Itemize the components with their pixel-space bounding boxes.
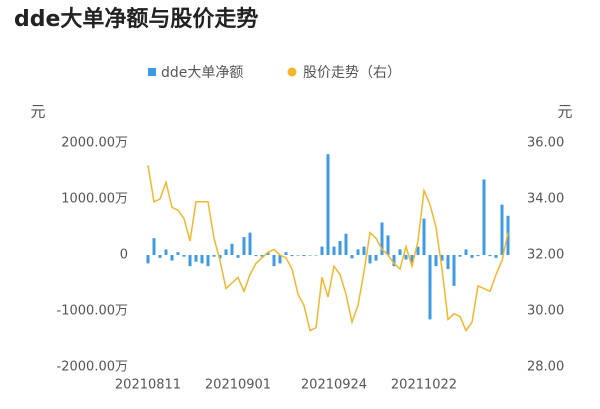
y2-tick-label: 30.00 — [527, 304, 564, 319]
bar — [350, 255, 354, 259]
bar — [158, 255, 162, 258]
bar — [332, 246, 336, 255]
bar — [146, 255, 150, 264]
y-tick-label: -2000.00万 — [57, 360, 128, 375]
y2-tick-label: 32.00 — [527, 248, 564, 263]
y2-axis-unit: 元 — [557, 103, 572, 121]
legend-label: dde大单净额 — [161, 65, 243, 81]
bar — [404, 255, 408, 260]
bar — [446, 255, 450, 269]
bar — [314, 255, 318, 256]
bar — [374, 255, 378, 261]
bar — [440, 255, 444, 261]
x-tick-label: 20211022 — [391, 378, 457, 393]
bar — [476, 255, 480, 257]
bar — [302, 255, 306, 257]
bar — [236, 255, 240, 258]
bar — [326, 154, 330, 255]
bar — [164, 249, 168, 255]
bar — [356, 249, 360, 255]
y-tick-label: 2000.00万 — [61, 136, 128, 151]
bar — [368, 255, 372, 264]
bar — [464, 249, 468, 255]
bar — [296, 255, 300, 256]
bar — [182, 255, 186, 257]
bar — [200, 255, 204, 264]
bar — [188, 255, 192, 267]
bar — [320, 246, 324, 255]
bar — [260, 255, 264, 257]
bar — [482, 179, 486, 255]
legend-swatch — [287, 67, 297, 77]
bar — [362, 246, 366, 255]
x-tick-label: 20210901 — [205, 378, 271, 393]
bar — [458, 255, 462, 257]
bar — [212, 255, 216, 257]
bar — [338, 241, 342, 255]
y2-tick-label: 28.00 — [527, 360, 564, 375]
bar — [230, 243, 234, 255]
bar — [218, 255, 222, 259]
price-line — [147, 165, 509, 333]
bar — [206, 255, 210, 267]
y2-tick-label: 36.00 — [527, 136, 564, 151]
bar — [242, 237, 246, 255]
chart-title: dde大单净额与股价走势 — [14, 6, 258, 32]
bar — [152, 238, 156, 255]
y-tick-label: 0 — [120, 248, 128, 263]
bar — [284, 252, 288, 255]
bar — [224, 249, 228, 255]
legend-label: 股价走势（右） — [303, 65, 401, 81]
y-axis-unit: 元 — [30, 103, 45, 121]
bar — [344, 233, 348, 255]
y2-tick-label: 34.00 — [527, 192, 564, 207]
bar — [434, 255, 438, 267]
y-tick-label: -1000.00万 — [57, 304, 128, 319]
bar — [266, 252, 270, 255]
bar — [170, 255, 174, 261]
bar — [386, 235, 390, 255]
x-tick-label: 20210924 — [301, 378, 367, 393]
bar — [248, 232, 252, 255]
bar — [290, 255, 294, 257]
bar — [278, 255, 282, 264]
bar — [272, 255, 276, 267]
bar — [176, 252, 180, 255]
bar — [398, 249, 402, 255]
bar — [254, 255, 258, 257]
bar — [392, 255, 396, 267]
y-tick-label: 1000.00万 — [61, 192, 128, 207]
bar — [308, 255, 312, 256]
bar — [416, 246, 420, 255]
bar — [428, 255, 432, 320]
bar — [500, 204, 504, 255]
bar — [380, 222, 384, 255]
legend-swatch — [148, 68, 156, 76]
bar — [422, 218, 426, 255]
bar — [410, 255, 414, 264]
bar — [452, 255, 456, 286]
bar — [488, 255, 492, 257]
bar — [494, 255, 498, 258]
bar — [194, 255, 198, 262]
bar — [470, 255, 474, 258]
x-tick-label: 20210811 — [115, 378, 181, 393]
